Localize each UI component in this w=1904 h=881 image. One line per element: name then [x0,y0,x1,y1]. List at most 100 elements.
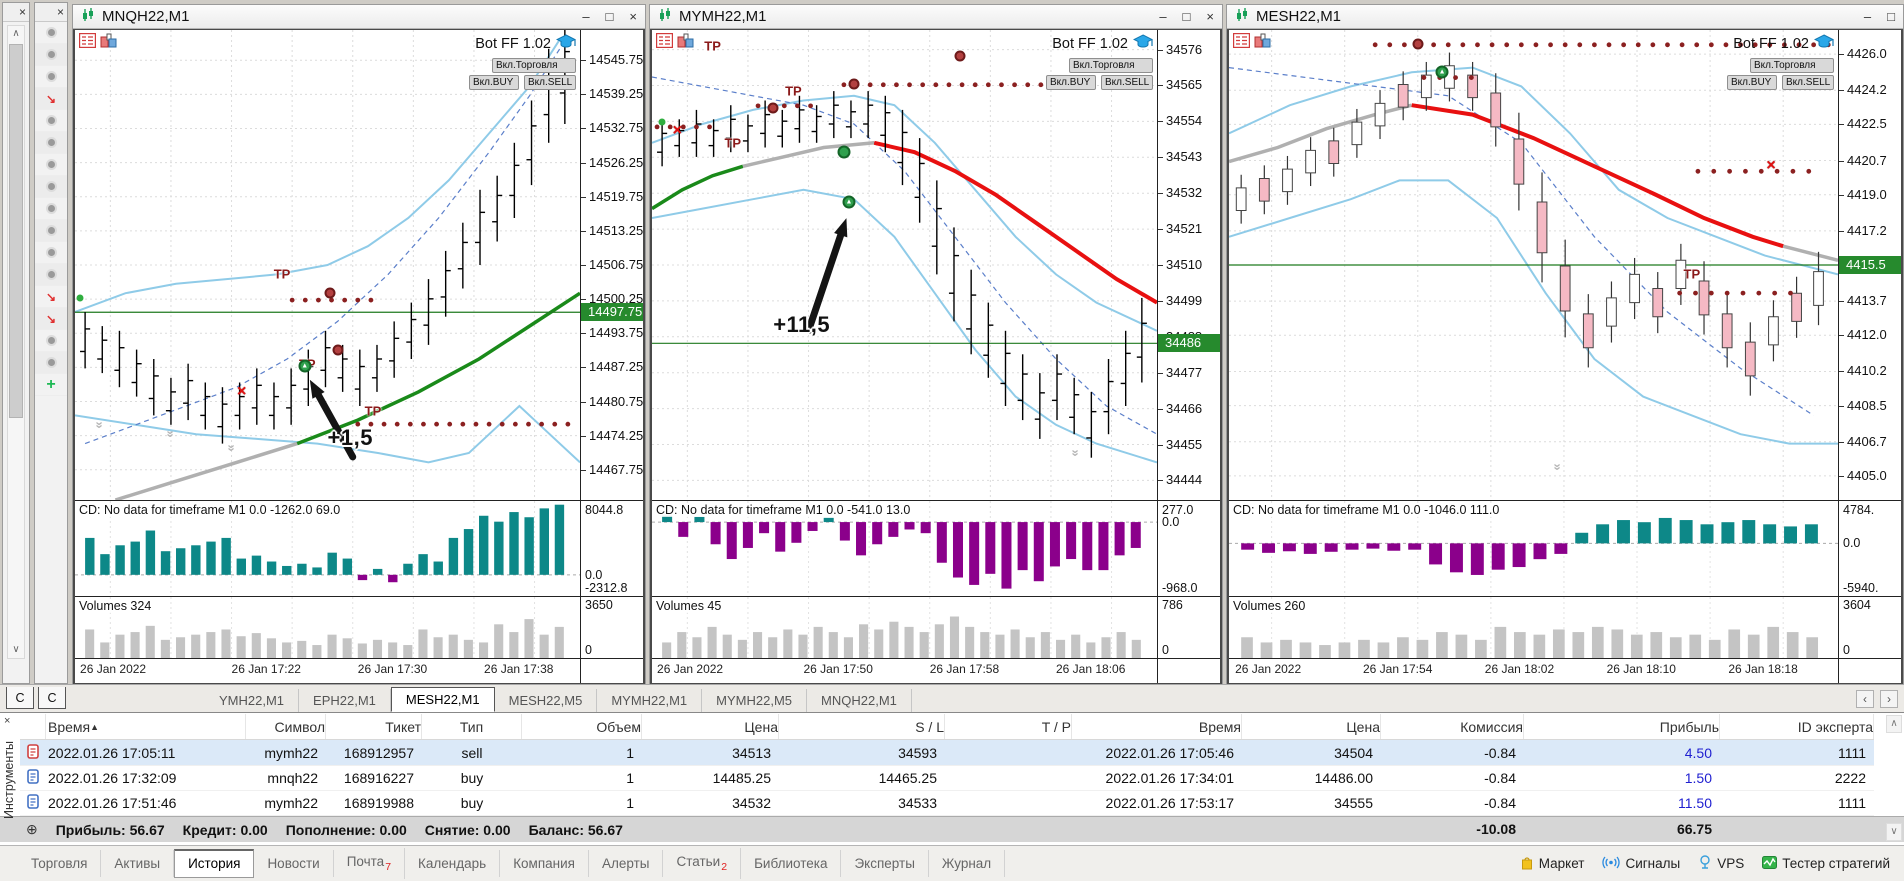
collapsed-panel-tab[interactable]: C [6,687,34,709]
bottom-tab-эксперты[interactable]: Эксперты [841,850,929,877]
scroll-up-arrow[interactable]: ∧ [1886,715,1902,733]
chart-tab-mnqh22-m1[interactable]: MNQH22,M1 [807,689,912,712]
close-icon[interactable]: × [4,715,11,727]
tool-row[interactable] [35,22,67,44]
chart-titlebar[interactable]: MNQH22,M1 – □ × [73,5,645,29]
volumes-pane[interactable]: Volumes 260 [1229,597,1838,658]
bottom-tab-новости[interactable]: Новости [254,850,334,877]
cd-indicator-pane[interactable]: CD: No data for timeframe M1 0.0 -1046.0… [1229,501,1838,596]
price-axis[interactable]: 34576 34565 34554 34543 34532 34521 34510 34499… [1157,30,1220,683]
price-pane[interactable]: +11,5 TP TP TP ▲ × » Bot FF 1.02 Вкл.Торговля Вкл… [652,30,1157,500]
column-header-7[interactable]: T / P [945,714,1072,739]
enable-sell-button[interactable]: Вкл.SELL [1101,75,1153,90]
bottom-tab-календарь[interactable]: Календарь [405,850,501,877]
tool-row[interactable]: ↘ [35,286,67,308]
column-header-11[interactable]: Прибыль [1524,714,1720,739]
close-button[interactable]: × [1206,9,1214,24]
cd-indicator-pane[interactable]: CD: No data for timeframe M1 0.0 -541.0 … [652,501,1157,596]
scroll-up-arrow[interactable]: ∧ [12,28,20,39]
tool-row[interactable] [35,352,67,374]
tool-row[interactable]: ↘ [35,308,67,330]
enable-sell-button[interactable]: Вкл.SELL [1782,75,1834,90]
scrollbar-thumb[interactable] [9,44,23,418]
scrollbar[interactable]: ∧ ∨ [7,25,25,659]
bottom-tab-библиотека[interactable]: Библиотека [741,850,842,877]
tool-row[interactable] [35,110,67,132]
status-item-маркет[interactable]: Маркет [1520,855,1584,873]
bottom-tab-торговля[interactable]: Торговля [18,850,102,877]
enable-buy-button[interactable]: Вкл.BUY [1727,75,1777,90]
tab-scroll-right-icon[interactable]: › [1880,690,1898,708]
volumes-pane[interactable]: Volumes 324 [75,597,580,658]
bottom-tab-алерты[interactable]: Алерты [589,850,664,877]
chart-tab-mymh22-m1[interactable]: MYMH22,M1 [597,689,703,712]
column-header-5[interactable]: Цена [642,714,779,739]
chart-window-mymh22[interactable]: MYMH22,M1 – □ × +11,5 TP TP TP ▲ × » Bot FF 1.02 В… [649,4,1223,685]
table-row[interactable]: 2022.01.26 17:32:09 mnqh22 168916227 buy 1 14… [20,765,1874,791]
tool-row[interactable] [35,330,67,352]
column-header-9[interactable]: Цена [1242,714,1381,739]
tab-scroll-left-icon[interactable]: ‹ [1856,690,1874,708]
bottom-tab-журнал[interactable]: Журнал [929,850,1006,877]
tool-row[interactable] [35,220,67,242]
column-header-6[interactable]: S / L [779,714,945,739]
table-row[interactable]: 2022.01.26 17:51:46 mymh22 168919988 buy 1 34… [20,790,1874,816]
minimize-button[interactable]: – [1159,9,1167,24]
list-icon[interactable] [655,32,674,53]
bottom-tab-компания[interactable]: Компания [500,850,589,877]
tool-row[interactable] [35,176,67,198]
tool-row[interactable] [35,198,67,220]
tool-row[interactable] [35,242,67,264]
table-scrollbar[interactable]: ∧ ∨ [1886,715,1902,841]
chart-tab-eph22-m1[interactable]: EPH22,M1 [299,689,391,712]
bottom-tab-активы[interactable]: Активы [101,850,175,877]
enable-trading-button[interactable]: Вкл.Торговля [492,58,576,73]
chart-tab-ymh22-m1[interactable]: YMH22,M1 [205,689,300,712]
chart-tab-mesh22-m1[interactable]: MESH22,M1 [390,687,495,712]
enable-trading-button[interactable]: Вкл.Торговля [1069,58,1153,73]
scroll-down-arrow[interactable]: ∨ [12,644,20,655]
column-header-1[interactable]: Символ [246,714,326,739]
column-header-12[interactable]: ID эксперта [1720,714,1874,739]
column-header-4[interactable]: Объем [522,714,642,739]
bar-chart-icon[interactable] [100,33,117,53]
tool-row[interactable] [35,66,67,88]
chart-area[interactable]: +11,5 TP TP TP ▲ × » Bot FF 1.02 Вкл.Торговля Вкл… [650,29,1222,685]
close-icon[interactable]: × [56,5,64,19]
collapsed-panel-tab[interactable]: C [38,687,66,709]
tool-row[interactable] [35,264,67,286]
bar-chart-icon[interactable] [1254,33,1271,53]
add-row[interactable]: + [35,374,67,396]
column-header-3[interactable]: Тип [422,714,522,739]
bar-chart-icon[interactable] [677,33,694,53]
chart-titlebar[interactable]: MESH22,M1 – □ [1227,5,1903,29]
price-axis[interactable]: 4426.0 4424.2 4422.5 4420.7 4419.0 4417.2 4413… [1838,30,1901,683]
maximize-button[interactable]: □ [1887,9,1895,24]
list-icon[interactable] [1232,32,1251,53]
chart-window-mesh22[interactable]: MESH22,M1 – □ ▲ × TP » Bot FF 1.02 Вкл.Торговл… [1226,4,1904,685]
bottom-tab-почта[interactable]: Почта7 [334,848,406,879]
price-axis[interactable]: 14545.75 14539.25 14532.75 14526.25 14519.75… [580,30,643,683]
maximize-button[interactable]: □ [605,9,614,24]
chart-tab-mymh22-m5[interactable]: MYMH22,M5 [702,689,808,712]
chart-titlebar[interactable]: MYMH22,M1 – □ × [650,5,1222,29]
list-icon[interactable] [78,32,97,53]
tool-row[interactable] [35,154,67,176]
status-item-тестер-стратегий[interactable]: Тестер стратегий [1762,855,1890,873]
bottom-tab-статьи[interactable]: Статьи2 [663,848,742,879]
chart-tab-mesh22-m5[interactable]: MESH22,M5 [495,689,598,712]
chart-area[interactable]: ▲ × TP » Bot FF 1.02 Вкл.Торговля Вкл.BUY Вкл.S… [1227,29,1903,685]
tool-row[interactable] [35,44,67,66]
table-row[interactable]: 2022.01.26 17:05:11 mymh22 168912957 sell 1 3… [20,740,1874,766]
column-header-2[interactable]: Тикет [326,714,422,739]
status-item-сигналы[interactable]: Сигналы [1602,856,1680,872]
minimize-button[interactable]: – [1863,9,1872,24]
scroll-down-arrow[interactable]: ∨ [1886,823,1902,841]
enable-buy-button[interactable]: Вкл.BUY [1046,75,1096,90]
expand-icon[interactable]: ⊕ [26,821,38,837]
price-pane[interactable]: ▲ × TP » Bot FF 1.02 Вкл.Торговля Вкл.BUY Вкл.S… [1229,30,1838,500]
column-header-0[interactable]: Время ▲ [46,714,246,739]
enable-trading-button[interactable]: Вкл.Торговля [1750,58,1834,73]
